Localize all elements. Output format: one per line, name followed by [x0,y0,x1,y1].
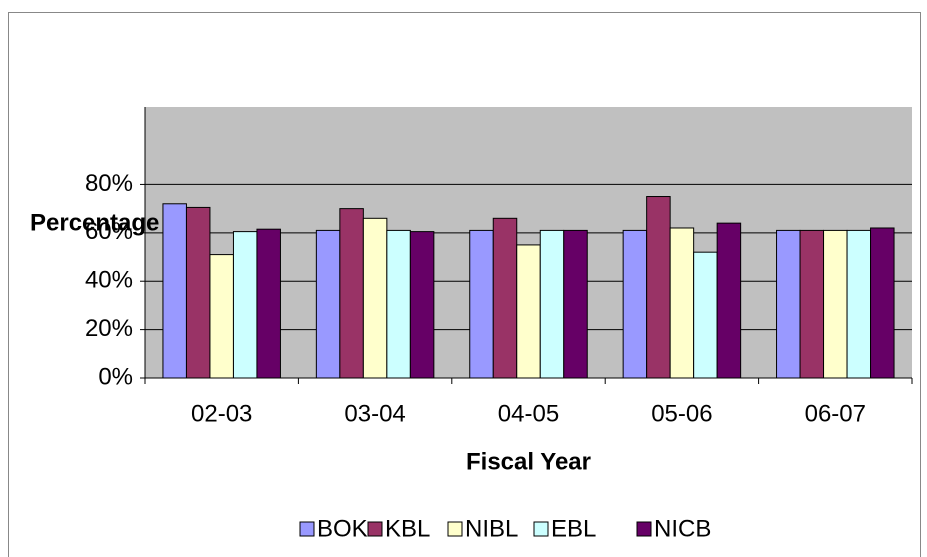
bar [693,251,718,379]
bar [209,254,234,379]
bar [386,229,411,379]
x-tick-label: 06-07 [805,400,866,427]
y-tick-label: 80% [85,170,133,197]
y-axis-title: Percentage [30,209,159,236]
bar [256,228,281,379]
legend-label: BOK [317,515,368,542]
legend-label: NIBL [465,515,518,542]
bar [563,229,588,379]
bar [339,208,364,379]
x-axis-title: Fiscal Year [466,448,591,475]
legend-swatch [533,521,549,537]
legend-swatch [367,521,383,537]
x-tick-label: 05-06 [651,400,712,427]
bar [716,222,742,379]
bar [622,229,648,379]
x-tick-label: 04-05 [498,400,559,427]
x-tick-label: 03-04 [344,400,405,427]
bar [362,217,388,379]
legend-swatch [299,521,315,537]
bar [846,229,872,379]
y-tick-label: 60% [85,218,133,245]
bar [185,206,211,379]
bar [409,231,435,379]
bar [232,231,258,379]
bar [469,229,494,379]
bar [669,227,695,379]
legend-swatch [447,521,463,537]
legend-label: KBL [385,515,430,542]
bar [516,244,541,379]
x-tick-label: 02-03 [191,400,252,427]
bar [646,196,671,379]
bar [870,227,895,379]
legend-label: NICB [654,515,711,542]
bar [315,229,341,379]
bar [492,217,518,379]
y-tick-label: 40% [85,267,133,294]
bar [776,229,801,379]
y-tick-label: 20% [85,315,133,342]
y-tick-label: 0% [98,363,133,390]
bar [162,203,187,379]
bar [823,229,848,379]
bar [539,229,565,379]
legend-swatch [636,521,652,537]
legend-label: EBL [551,515,596,542]
bar [799,229,825,379]
